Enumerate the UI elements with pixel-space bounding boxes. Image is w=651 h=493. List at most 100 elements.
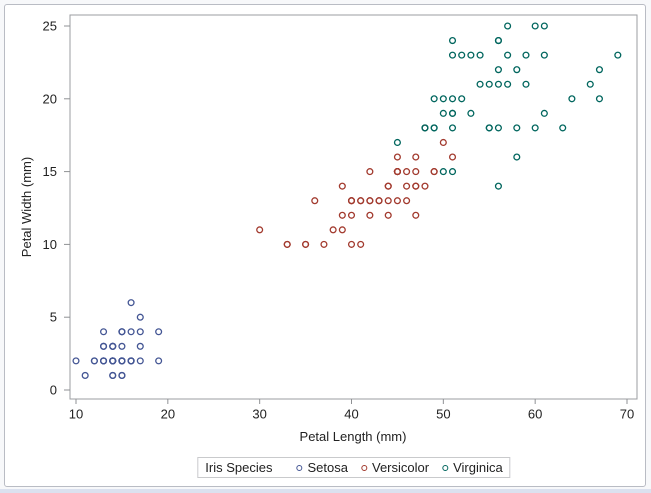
x-tick-label: 60 [528,407,542,422]
data-point-virginica [439,95,447,103]
data-point-virginica [476,80,484,88]
data-point-setosa [109,371,117,379]
data-point-versicolor [256,226,264,234]
data-point-virginica [439,168,447,176]
data-point-versicolor [311,197,319,205]
data-point-versicolor [347,240,356,248]
data-point-virginica [559,124,567,132]
data-point-virginica [448,51,457,59]
data-point-virginica [540,22,548,30]
legend-item-setosa: Setosa [296,460,348,475]
data-point-versicolor [412,168,420,176]
data-point-virginica [586,80,594,88]
data-point-setosa [136,328,144,336]
data-point-setosa [118,342,126,350]
data-point-virginica [421,124,429,132]
data-point-versicolor [439,138,447,147]
data-point-versicolor [448,153,457,161]
legend-items: Setosa Versicolor Virginica [296,460,503,475]
data-point-virginica [494,182,502,190]
data-point-virginica [467,51,475,59]
data-point-virginica [485,124,493,132]
data-point-setosa [109,357,117,365]
data-point-virginica [568,95,576,103]
data-point-setosa [127,357,135,365]
data-point-setosa [81,371,89,379]
data-point-virginica [448,124,457,132]
y-axis-ticks: 0 5 10 15 20 25 [43,19,70,398]
data-point-setosa [100,357,108,365]
x-tick-label: 30 [252,407,266,422]
data-point-versicolor [384,211,392,219]
data-point-virginica [595,95,603,103]
data-point-setosa [136,313,144,321]
data-point-versicolor [302,240,310,248]
data-point-versicolor [366,197,374,205]
data-point-versicolor [320,240,328,248]
data-point-setosa [109,342,117,350]
data-point-virginica [494,80,502,88]
data-point-versicolor [403,182,411,190]
data-point-virginica [439,109,447,117]
data-point-virginica [531,124,539,132]
data-point-virginica [393,138,401,147]
data-point-virginica [448,37,457,45]
data-point-setosa [118,357,126,365]
data-point-versicolor [338,211,346,219]
data-point-versicolor [421,182,429,190]
data-point-virginica [448,95,457,103]
legend-marker-circle-icon [360,464,367,471]
data-point-versicolor [338,226,346,234]
data-point-versicolor [347,211,356,219]
data-point-versicolor [412,182,420,190]
data-point-versicolor [366,168,374,176]
data-point-virginica [485,80,493,88]
data-point-virginica [595,66,603,74]
data-point-virginica [494,124,502,132]
bottom-strip [0,489,651,493]
legend-item-virginica: Virginica [442,460,503,475]
data-point-setosa [136,357,144,365]
legend-marker-circle-icon [442,464,449,471]
y-axis-title: Petal Width (mm) [19,157,34,257]
data-point-virginica [504,22,512,30]
data-point-setosa [72,357,80,365]
data-point-virginica [458,95,466,103]
data-point-versicolor [393,153,401,161]
data-point-virginica [513,66,521,74]
y-tick-label: 0 [50,383,57,398]
data-point-setosa [118,328,126,336]
data-point-virginica [504,51,512,59]
y-tick-label: 15 [43,164,57,179]
data-point-versicolor [430,168,438,176]
legend-item-label: Versicolor [371,460,430,475]
data-point-virginica [494,66,502,74]
data-point-virginica [531,22,539,30]
data-point-virginica [522,80,530,88]
data-point-virginica [494,37,502,45]
data-point-virginica [540,51,548,59]
data-point-virginica [458,51,466,59]
data-points [72,22,622,379]
y-tick-label: 25 [43,19,57,34]
data-point-versicolor [357,197,365,205]
data-point-versicolor [338,182,346,190]
data-point-versicolor [384,182,392,190]
y-tick-label: 20 [43,91,57,106]
plot-frame [69,14,638,400]
data-point-virginica [448,109,457,117]
legend: Iris Species Setosa Versicolor Virginica [197,457,511,478]
legend-marker-circle-icon [296,464,303,471]
data-point-versicolor [412,211,420,219]
data-point-versicolor [384,197,392,205]
data-point-versicolor [366,211,374,219]
legend-title: Iris Species [205,460,273,475]
data-point-virginica [476,51,484,59]
legend-item-label: Virginica [453,460,503,475]
data-point-virginica [430,124,438,132]
data-point-virginica [504,80,512,88]
data-point-setosa [155,357,163,365]
data-point-setosa [136,342,144,350]
chart-container: 10 20 30 40 50 60 70 0 5 10 15 20 25 Petal Length (… [4,4,646,487]
